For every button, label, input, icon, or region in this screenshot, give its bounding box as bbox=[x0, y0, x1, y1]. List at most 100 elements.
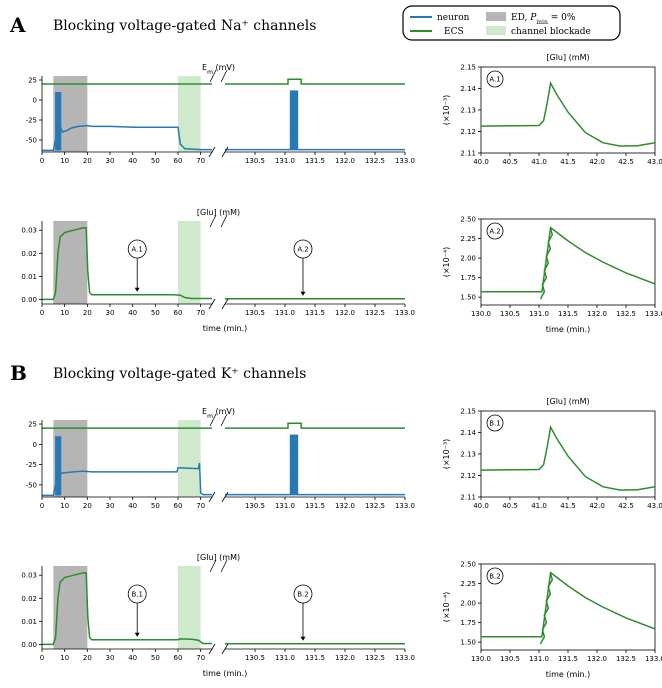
y-tick-label: 0.02 bbox=[21, 250, 37, 258]
x-tick-label: 40.5 bbox=[502, 158, 518, 166]
y-tick-label: 2.50 bbox=[460, 561, 476, 569]
y-tick-label: 2.50 bbox=[460, 216, 476, 224]
x-tick-label: 130.5 bbox=[500, 310, 520, 318]
y-tick-label: 2.13 bbox=[460, 107, 476, 115]
x-tick-label: 131.5 bbox=[558, 655, 578, 663]
inset-chart-A.1: [Glu] (mM) 2.11 2.12 2.13 2.14 2.15 40.0 40.5 41… bbox=[442, 53, 662, 166]
legend-ecs-label: ECS bbox=[444, 27, 464, 37]
marker-arrowhead bbox=[300, 291, 306, 296]
inset-tag-circle bbox=[486, 70, 504, 88]
ecs-series-line bbox=[225, 78, 405, 85]
x-tick-label: 132.0 bbox=[587, 655, 607, 663]
y-tick-label: 2.14 bbox=[460, 85, 476, 93]
x-tick-label: 132.0 bbox=[587, 310, 607, 318]
chart-title: Em (mV) bbox=[202, 63, 235, 76]
main-chart-A-em: Em (mV) -50 -25 0 25 0 10 20 30 40 50 60 70 130.5 131.… bbox=[26, 63, 415, 165]
x-tick-label: 20 bbox=[83, 157, 92, 165]
y-tick-label: 0.02 bbox=[21, 595, 37, 603]
x-tick-label: 132.0 bbox=[335, 502, 355, 510]
x-tick-label: 42.5 bbox=[618, 502, 634, 510]
x-tick-label: 10 bbox=[60, 502, 69, 510]
x-tick-label: 30 bbox=[106, 654, 115, 662]
axis-break-mark bbox=[209, 413, 217, 427]
y-tick-label: 1.50 bbox=[460, 294, 476, 302]
y-tick-label: 2.12 bbox=[460, 128, 476, 136]
marker-label: B.2 bbox=[297, 591, 308, 599]
blockade-shading bbox=[178, 566, 201, 649]
axis-break-mark bbox=[221, 491, 229, 503]
inset-tag-label: A.1 bbox=[489, 76, 500, 84]
spike-burst bbox=[55, 92, 62, 151]
ecs-series-line bbox=[481, 571, 656, 638]
panel-label: A bbox=[9, 13, 26, 37]
y-tick-label: 2.11 bbox=[460, 494, 476, 502]
y-tick-label: 25 bbox=[28, 77, 37, 85]
y-tick-label: -50 bbox=[26, 481, 37, 489]
y-tick-label: 1.75 bbox=[460, 274, 476, 282]
y-tick-label: 0.01 bbox=[21, 273, 37, 281]
panel-B: B Blocking voltage-gated K⁺ channels bbox=[10, 361, 306, 385]
ecs-series-line bbox=[225, 422, 405, 429]
x-tick-label: 130.5 bbox=[245, 309, 265, 317]
x-axis-label: time (min.) bbox=[203, 669, 248, 678]
axis-break-mark bbox=[221, 298, 229, 310]
inset-scale-label: (×10⁻³) bbox=[442, 95, 451, 126]
legend-frame bbox=[402, 5, 621, 41]
x-tick-label: 40.0 bbox=[473, 502, 489, 510]
y-tick-label: 1.50 bbox=[460, 639, 476, 647]
ed-shading bbox=[53, 221, 88, 304]
y-tick-label: 1.75 bbox=[460, 619, 476, 627]
panel-heading: Blocking voltage-gated Na⁺ channels bbox=[53, 18, 316, 34]
x-tick-label: 30 bbox=[106, 309, 115, 317]
chart-title: [Glu] (mM) bbox=[197, 208, 240, 217]
x-tick-label: 50 bbox=[151, 157, 160, 165]
inset-frame bbox=[480, 66, 656, 154]
x-tick-label: 40.5 bbox=[502, 502, 518, 510]
blockade-shading bbox=[178, 221, 201, 304]
x-tick-label: 41.5 bbox=[560, 158, 576, 166]
x-tick-label: 43.0 bbox=[647, 502, 662, 510]
x-tick-label: 130.5 bbox=[245, 654, 265, 662]
inset-title: [Glu] (mM) bbox=[546, 53, 589, 62]
inset-x-axis-label: time (min.) bbox=[546, 325, 591, 334]
y-tick-label: 2.13 bbox=[460, 451, 476, 459]
legend: neuron ECS ED, Pinin = 0%channel blockade bbox=[402, 5, 621, 41]
y-tick-label: -25 bbox=[26, 117, 37, 125]
y-tick-label: 0.00 bbox=[21, 641, 37, 649]
x-tick-label: 0 bbox=[40, 157, 44, 165]
y-tick-label: 2.15 bbox=[460, 408, 476, 416]
marker-label: A.2 bbox=[297, 246, 308, 254]
x-tick-label: 40 bbox=[128, 157, 137, 165]
x-tick-label: 10 bbox=[60, 654, 69, 662]
x-tick-label: 50 bbox=[151, 309, 160, 317]
marker-arrowhead bbox=[300, 636, 306, 641]
blockade-shading bbox=[178, 76, 201, 152]
main-chart-A-glu: [Glu] (mM) 0.00 0.01 0.02 0.03 0 10 20 30 40 50 60 7… bbox=[21, 208, 415, 333]
legend-blockade-swatch bbox=[486, 26, 506, 35]
inset-tag-label: A.2 bbox=[489, 228, 500, 236]
x-tick-label: 131.0 bbox=[275, 654, 295, 662]
axis-break-mark bbox=[220, 559, 228, 573]
ecs-series-line bbox=[42, 227, 212, 301]
x-tick-label: 133.0 bbox=[645, 310, 662, 318]
inset-tag-circle bbox=[486, 567, 504, 585]
marker-arrowhead bbox=[134, 287, 140, 292]
panel-A: A Blocking voltage-gated Na⁺ channels bbox=[9, 13, 316, 37]
chart-title: Em (mV) bbox=[202, 407, 235, 420]
x-tick-label: 70 bbox=[196, 157, 205, 165]
y-tick-label: 0.01 bbox=[21, 618, 37, 626]
x-tick-label: 42.5 bbox=[618, 158, 634, 166]
axis-break-mark bbox=[209, 69, 217, 83]
x-tick-label: 0 bbox=[40, 502, 44, 510]
x-tick-label: 10 bbox=[60, 309, 69, 317]
legend-ed-swatch bbox=[486, 12, 506, 21]
x-tick-label: 131.5 bbox=[305, 157, 325, 165]
marker-label: A.1 bbox=[132, 246, 143, 254]
x-tick-label: 132.0 bbox=[335, 654, 355, 662]
spike-burst bbox=[289, 90, 299, 150]
x-tick-label: 131.0 bbox=[275, 157, 295, 165]
x-tick-label: 131.5 bbox=[558, 310, 578, 318]
legend-neuron-label: neuron bbox=[437, 13, 470, 23]
spike-burst bbox=[289, 434, 299, 495]
